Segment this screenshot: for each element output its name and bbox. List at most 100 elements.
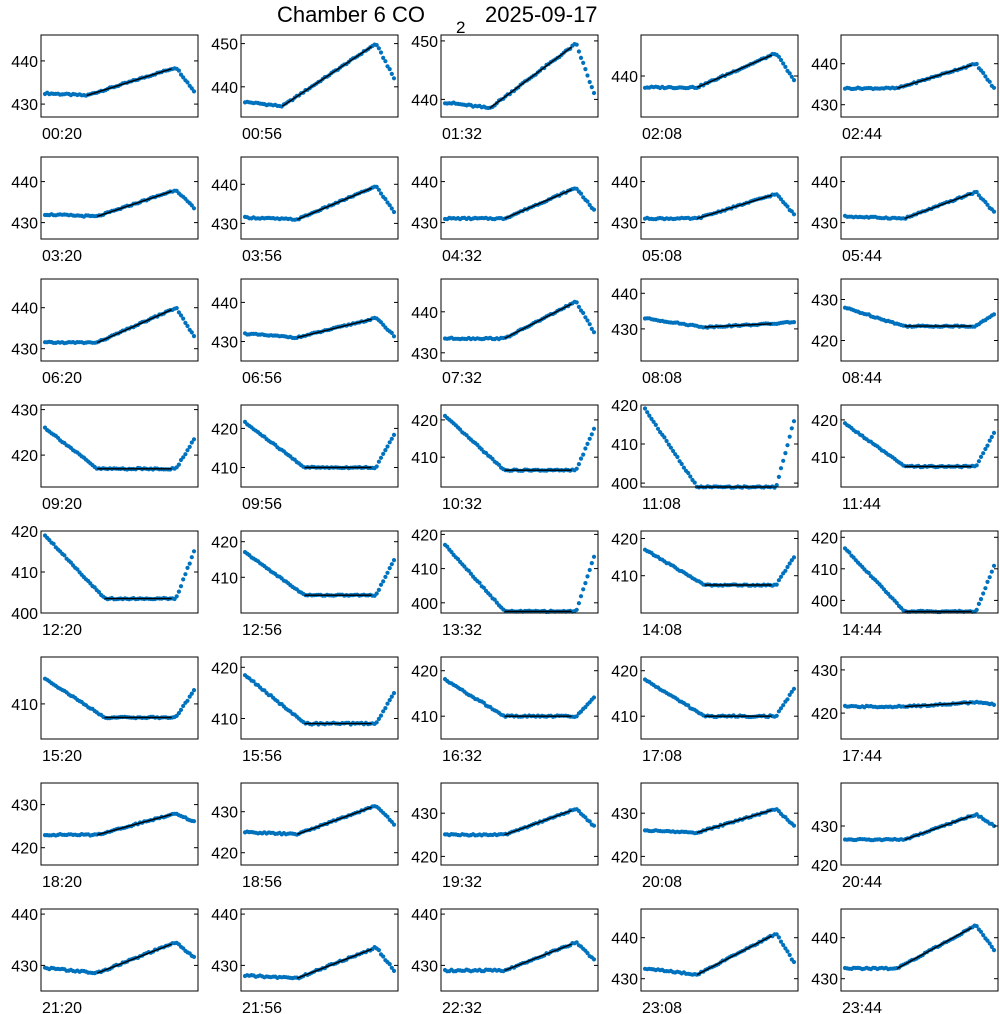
data-point xyxy=(985,938,990,943)
data-point xyxy=(974,463,979,468)
fit-line xyxy=(696,54,772,89)
panel-time-label: 14:44 xyxy=(842,622,882,639)
panel-time-label: 04:32 xyxy=(442,248,482,265)
axes-frame xyxy=(440,156,599,240)
y-tick-label: 430 xyxy=(11,216,38,233)
data-point xyxy=(391,691,397,696)
data-point xyxy=(666,442,671,447)
fit-line xyxy=(504,943,572,972)
panel-time-label: 13:32 xyxy=(442,622,482,639)
y-tick-label: 420 xyxy=(11,448,38,465)
data-point xyxy=(181,703,186,709)
data-point xyxy=(378,713,384,718)
y-tick-label: 410 xyxy=(411,562,438,579)
data-point xyxy=(655,426,661,431)
axes-frame xyxy=(440,34,599,118)
panel-time-label: 17:08 xyxy=(642,748,682,765)
fit-line xyxy=(296,806,372,835)
panel-time-label: 11:08 xyxy=(642,496,681,513)
data-point xyxy=(477,580,482,585)
data-point xyxy=(383,59,388,64)
data-point xyxy=(591,695,597,700)
data-point xyxy=(581,60,586,65)
y-tick-label: 410 xyxy=(611,709,638,726)
data-point xyxy=(385,701,390,706)
data-point xyxy=(75,567,80,572)
data-point xyxy=(389,965,394,970)
data-point xyxy=(789,689,794,694)
data-point xyxy=(583,815,588,820)
panel-0844: 420 430 08:44 xyxy=(811,278,999,387)
data-point xyxy=(189,86,194,91)
data-point xyxy=(583,581,588,586)
panel-1856: 420 430 18:56 xyxy=(211,782,399,891)
axes-frame xyxy=(40,908,199,992)
data-point xyxy=(785,697,790,702)
panel-time-label: 20:08 xyxy=(642,874,682,891)
panel-1144: 410 420 11:44 xyxy=(811,404,999,513)
data-point xyxy=(681,465,687,470)
panel-1408: 410 420 14:08 xyxy=(611,530,799,639)
data-point xyxy=(374,184,379,189)
y-tick-label: 450 xyxy=(411,34,438,51)
y-tick-label: 410 xyxy=(611,569,638,586)
data-point xyxy=(991,948,997,953)
y-tick-label: 410 xyxy=(211,712,238,729)
y-tick-label: 440 xyxy=(211,907,238,924)
y-tick-label: 420 xyxy=(811,530,838,547)
y-tick-label: 440 xyxy=(211,177,238,194)
data-point xyxy=(591,426,597,431)
axes-frame xyxy=(240,34,399,118)
data-point xyxy=(576,462,582,467)
panel-0508: 430 440 05:08 xyxy=(611,156,799,265)
y-tick-label: 450 xyxy=(211,37,238,54)
axes-frame xyxy=(40,278,199,362)
data-point xyxy=(589,561,594,566)
y-tick-label: 440 xyxy=(811,175,838,192)
y-tick-label: 430 xyxy=(11,403,38,420)
data-point xyxy=(774,483,779,488)
panel-time-label: 06:20 xyxy=(42,370,82,387)
data-point xyxy=(781,942,786,948)
axes-frame xyxy=(640,908,799,992)
data-point xyxy=(176,589,181,594)
data-point xyxy=(776,474,782,479)
data-point xyxy=(787,692,792,698)
data-point xyxy=(574,42,579,47)
data-point xyxy=(989,569,994,574)
panel-0544: 430 440 05:44 xyxy=(811,156,999,265)
y-tick-label: 420 xyxy=(11,841,38,858)
panel-time-label: 14:08 xyxy=(642,622,682,639)
data-point xyxy=(589,326,594,331)
data-point xyxy=(378,455,384,460)
panel-1932: 420 430 19:32 xyxy=(411,782,599,891)
data-point xyxy=(374,720,379,725)
data-point xyxy=(978,929,984,934)
data-point xyxy=(496,462,502,467)
data-point xyxy=(787,434,792,439)
panel-0020: 430 440 00:20 xyxy=(11,34,199,143)
data-point xyxy=(688,474,693,479)
data-point xyxy=(642,406,648,411)
data-point xyxy=(191,954,197,960)
y-tick-label: 420 xyxy=(811,334,838,351)
data-point xyxy=(789,74,794,79)
y-tick-label: 410 xyxy=(211,461,238,478)
data-point xyxy=(774,932,779,937)
data-point xyxy=(585,441,590,446)
data-point xyxy=(174,306,179,311)
y-tick-label: 440 xyxy=(411,92,438,109)
y-tick-label: 430 xyxy=(611,972,638,989)
data-point xyxy=(791,823,797,828)
panel-time-label: 03:20 xyxy=(42,248,82,265)
data-point xyxy=(187,444,192,449)
panel-time-label: 21:20 xyxy=(42,1000,82,1014)
data-point xyxy=(978,454,984,459)
data-point xyxy=(191,89,197,94)
data-point xyxy=(574,300,579,305)
data-point xyxy=(574,714,579,719)
panel-1744: 420 430 17:44 xyxy=(811,656,999,765)
title-subscript: 2 xyxy=(456,18,465,37)
panel-time-label: 20:44 xyxy=(842,874,882,891)
